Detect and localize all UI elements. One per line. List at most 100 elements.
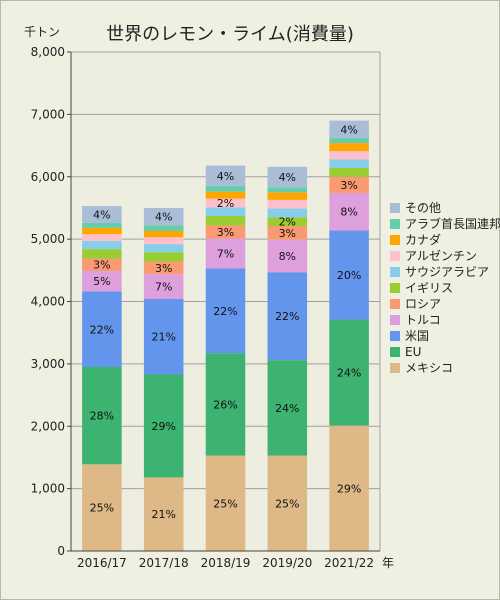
bar-segment bbox=[205, 238, 246, 269]
y-tick-label: 1,000 bbox=[31, 482, 65, 496]
bar-segment bbox=[267, 360, 308, 456]
legend-swatch bbox=[390, 347, 400, 357]
axes-group: 0 1,000 2,000 3,000 4,000 5,000 6,000 7,000 8,00… bbox=[31, 45, 380, 570]
legend-label: イギリス bbox=[405, 281, 453, 295]
bar-segment bbox=[329, 168, 369, 177]
x-tick-label: 2017/18 bbox=[139, 556, 189, 570]
legend-label: アラブ首長国連邦 bbox=[405, 216, 500, 231]
segment-label: 20% bbox=[337, 269, 361, 282]
segment-label: 8% bbox=[340, 206, 357, 219]
bar-segment bbox=[143, 477, 184, 551]
legend-label: カナダ bbox=[405, 232, 441, 247]
y-tick-label: 5,000 bbox=[31, 232, 65, 246]
segment-label: 4% bbox=[93, 208, 110, 221]
legend-swatch bbox=[390, 283, 400, 293]
bar-segment bbox=[267, 226, 308, 240]
segment-label: 4% bbox=[217, 170, 234, 183]
segment-label: 21% bbox=[151, 508, 175, 521]
y-tick-label: 4,000 bbox=[31, 295, 65, 309]
bar-segment bbox=[143, 244, 184, 253]
bar-segment bbox=[329, 159, 369, 169]
bar-segment bbox=[267, 208, 308, 218]
segment-label: 25% bbox=[275, 497, 299, 510]
bar-segment bbox=[267, 272, 308, 361]
bar-segment bbox=[82, 464, 122, 551]
x-axis-unit: 年 bbox=[382, 556, 394, 570]
bar-segment bbox=[329, 138, 369, 144]
bar-segment bbox=[329, 151, 369, 160]
segment-label: 28% bbox=[90, 410, 114, 423]
y-tick-label: 8,000 bbox=[31, 45, 65, 59]
legend-label: 米国 bbox=[405, 329, 429, 343]
bar-segment bbox=[205, 455, 246, 551]
bar-segment bbox=[82, 291, 122, 367]
segment-label: 4% bbox=[279, 171, 296, 184]
legend-label: メキシコ bbox=[405, 361, 453, 375]
y-tick-label: 0 bbox=[57, 544, 65, 558]
y-axis-unit: 千トン bbox=[24, 25, 60, 39]
legend-swatch bbox=[390, 267, 400, 277]
bar-segment bbox=[205, 225, 246, 239]
bar-segment bbox=[205, 186, 246, 192]
segment-label: 25% bbox=[90, 502, 114, 515]
bar-segment bbox=[143, 252, 184, 262]
bar-segment bbox=[205, 216, 246, 226]
segment-label: 2% bbox=[217, 197, 234, 210]
bar-segment bbox=[329, 230, 369, 320]
bar-segment bbox=[82, 206, 122, 223]
segment-label: 24% bbox=[275, 402, 299, 415]
legend-label: EU bbox=[405, 345, 421, 359]
bar-segment bbox=[329, 192, 369, 231]
bar-segment bbox=[82, 234, 122, 241]
segment-label: 2% bbox=[279, 216, 296, 229]
y-tick-label: 6,000 bbox=[31, 170, 65, 184]
bars-group: 25% 28% 22% 5% 3% 4% 21% 29% 21% 7% 3% 4% 25% 26% 22% 7… bbox=[82, 120, 369, 551]
y-tick-label: 7,000 bbox=[31, 107, 65, 121]
bar-segment bbox=[329, 120, 369, 139]
segment-label: 5% bbox=[93, 275, 110, 288]
bar-segment bbox=[267, 192, 308, 200]
bar-segment bbox=[143, 374, 184, 478]
bar-segment bbox=[143, 274, 184, 300]
legend-swatch bbox=[390, 299, 400, 309]
bar-segment bbox=[82, 258, 122, 271]
bar-segment bbox=[82, 240, 122, 250]
bar-segment bbox=[82, 227, 122, 235]
bar-segment bbox=[82, 270, 122, 292]
legend-swatch bbox=[390, 363, 400, 373]
bar-segment bbox=[205, 207, 246, 217]
bar-segment bbox=[143, 261, 184, 275]
bar-segment bbox=[82, 222, 122, 228]
segment-label: 25% bbox=[213, 497, 237, 510]
legend-swatch bbox=[390, 331, 400, 341]
y-tick-label: 3,000 bbox=[31, 357, 65, 371]
legend-label: アルゼンチン bbox=[405, 249, 477, 263]
bar-segment bbox=[329, 176, 369, 193]
segment-label: 4% bbox=[155, 211, 172, 224]
legend-swatch bbox=[390, 235, 400, 245]
bar-segment bbox=[82, 249, 122, 259]
bar-segment bbox=[205, 353, 246, 456]
segment-label: 4% bbox=[340, 123, 357, 136]
segment-label: 7% bbox=[217, 247, 234, 260]
segment-label: 26% bbox=[213, 398, 237, 411]
segment-label: 3% bbox=[340, 179, 357, 192]
bar-segment bbox=[267, 455, 308, 551]
segment-label: 22% bbox=[275, 310, 299, 323]
x-tick-label: 2019/20 bbox=[262, 556, 312, 570]
bar-segment bbox=[205, 191, 246, 199]
segment-label: 24% bbox=[337, 367, 361, 380]
legend-swatch bbox=[390, 203, 400, 213]
bar-segment bbox=[329, 319, 369, 426]
bar-segment bbox=[329, 425, 369, 551]
bar-segment bbox=[329, 143, 369, 152]
chart-title: 世界のレモン・ライム(消費量) bbox=[106, 24, 354, 45]
x-tick-label: 2016/17 bbox=[77, 556, 127, 570]
segment-label: 29% bbox=[337, 482, 361, 495]
segment-label: 3% bbox=[155, 262, 172, 275]
segment-label: 21% bbox=[151, 331, 175, 344]
x-tick-label: 2021/22 bbox=[324, 556, 374, 570]
bar-segment bbox=[205, 268, 246, 354]
